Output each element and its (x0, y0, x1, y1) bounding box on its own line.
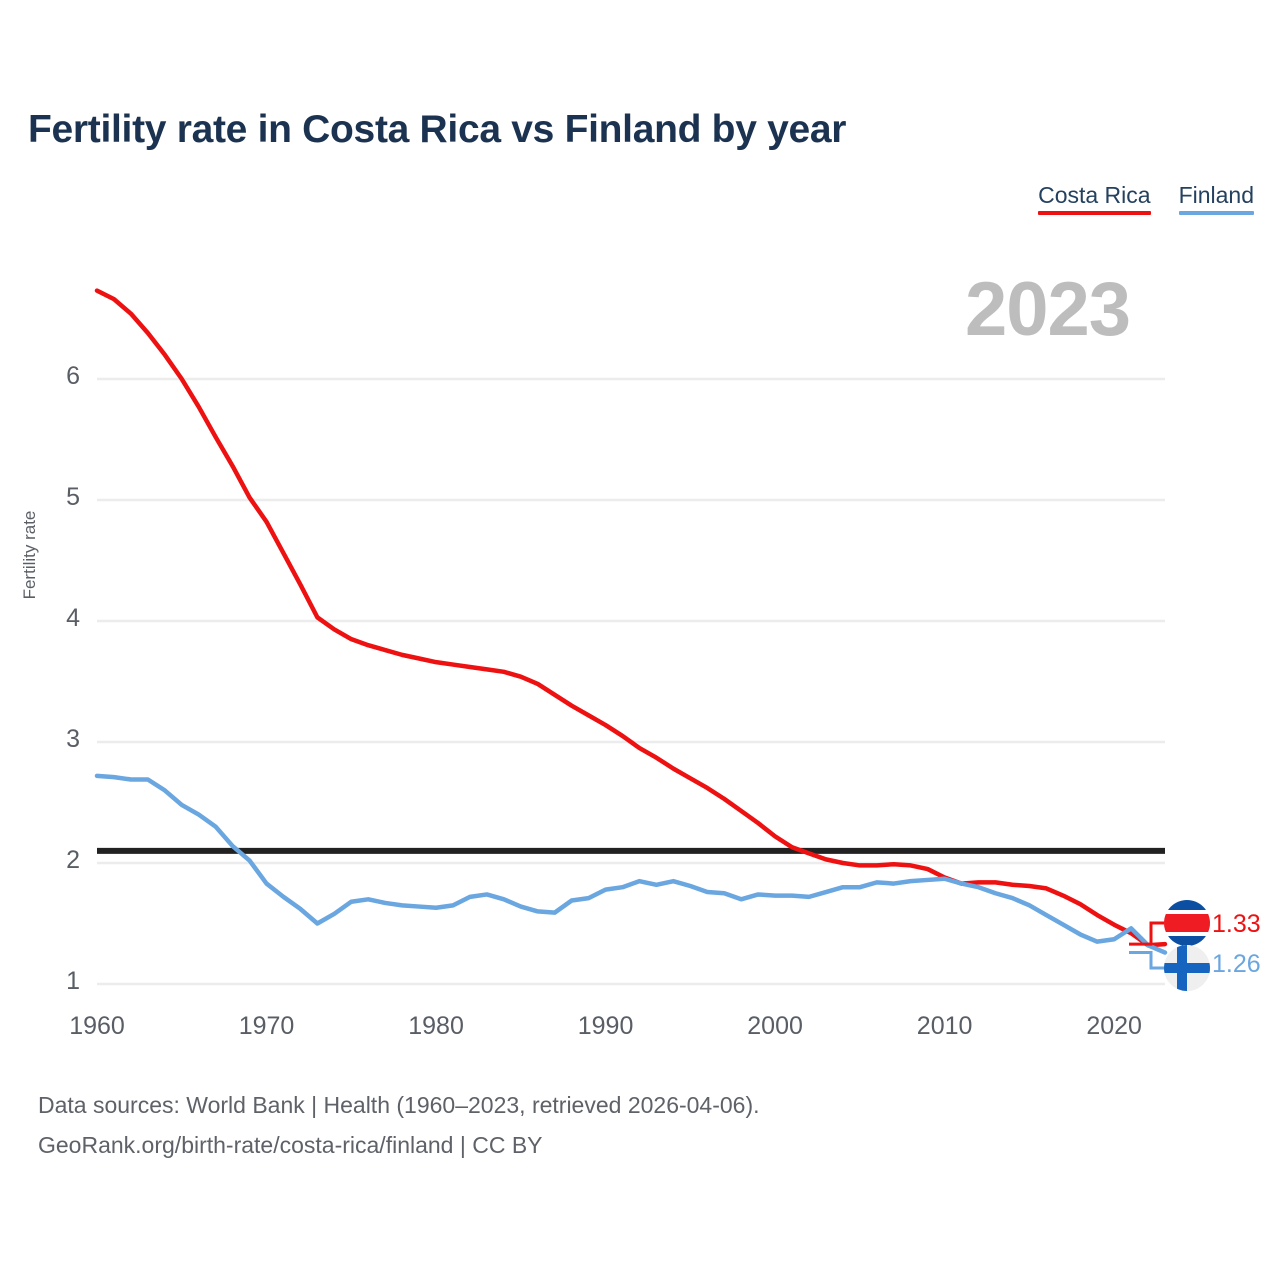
connector-costa-rica (1129, 921, 1175, 946)
y-axis-tick-2: 2 (66, 846, 80, 874)
legend-swatch-finland (1178, 211, 1254, 215)
x-axis-tick-1970: 1970 (238, 1012, 295, 1040)
y-axis-tick-1: 1 (66, 967, 80, 995)
y-axis-tick-6: 6 (66, 362, 80, 390)
costa-rica-flag-icon (1164, 900, 1210, 946)
series-line-finland (94, 773, 1168, 955)
x-axis-tick-2000: 2000 (747, 1012, 803, 1040)
footer-line-sources: Data sources: World Bank | Health (1960–… (38, 1092, 760, 1118)
x-axis-tick-2020: 2020 (1086, 1012, 1142, 1040)
legend-item-costa-rica[interactable]: Costa Rica (1038, 182, 1151, 215)
series-line-costa-rica (94, 288, 1168, 948)
finland-flag-icon (1164, 945, 1210, 991)
legend-item-finland[interactable]: Finland (1178, 182, 1254, 215)
end-value-costa-rica: 1.33 (1212, 910, 1261, 938)
x-axis-tick-1960: 1960 (69, 1012, 125, 1040)
y-axis-tick-3: 3 (66, 725, 80, 753)
year-watermark: 2023 (965, 267, 1131, 352)
chart-title: Fertility rate in Costa Rica vs Finland … (28, 108, 847, 151)
footer: Data sources: World Bank | Health (1960–… (38, 1085, 760, 1165)
x-axis-tick-1990: 1990 (577, 1012, 634, 1040)
legend-swatch-costa-rica (1038, 211, 1151, 215)
end-value-finland: 1.26 (1212, 950, 1261, 978)
chart-legend: Costa Rica Finland (1038, 182, 1254, 215)
footer-line-attribution: GeoRank.org/birth-rate/costa-rica/finlan… (38, 1132, 543, 1158)
x-axis-tick-1980: 1980 (408, 1012, 464, 1040)
costa-rica-flag-svg (1164, 900, 1210, 946)
y-axis-title: Fertility rate (20, 510, 39, 600)
x-axis-tick-2010: 2010 (916, 1012, 973, 1040)
connector-finland (1129, 951, 1175, 970)
gridlines (97, 377, 1165, 986)
finland-flag-svg (1164, 945, 1210, 991)
y-axis-tick-4: 4 (66, 604, 80, 632)
legend-label-finland: Finland (1178, 182, 1254, 208)
legend-label-costa-rica: Costa Rica (1038, 182, 1151, 208)
y-axis-tick-5: 5 (66, 483, 80, 511)
